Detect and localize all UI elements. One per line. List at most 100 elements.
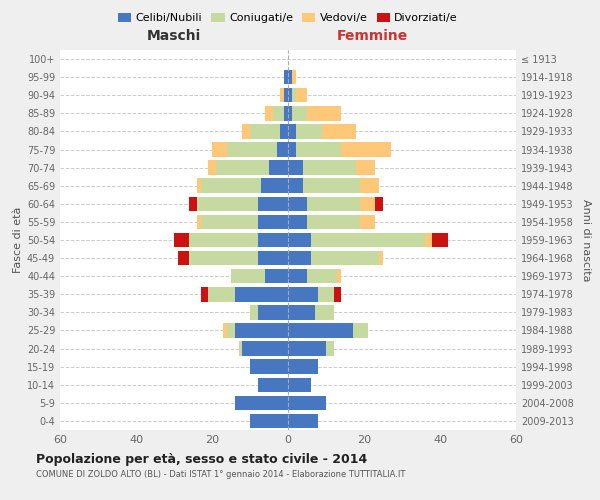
- Bar: [235, 287, 288, 302]
- Text: COMUNE DI ZOLDO ALTO (BL) - Dati ISTAT 1° gennaio 2014 - Elaborazione TUTTITALIA: COMUNE DI ZOLDO ALTO (BL) - Dati ISTAT 1…: [36, 470, 406, 479]
- Bar: [223, 323, 227, 338]
- Bar: [337, 269, 341, 283]
- Bar: [227, 323, 235, 338]
- Bar: [292, 88, 296, 102]
- Bar: [341, 142, 391, 157]
- Bar: [288, 287, 319, 302]
- Bar: [307, 214, 360, 229]
- Bar: [178, 251, 189, 266]
- Bar: [174, 233, 189, 247]
- Bar: [242, 342, 288, 356]
- Bar: [288, 160, 303, 175]
- Bar: [280, 88, 284, 102]
- Bar: [307, 106, 341, 120]
- Bar: [265, 269, 288, 283]
- Bar: [288, 88, 292, 102]
- Text: Popolazione per età, sesso e stato civile - 2014: Popolazione per età, sesso e stato civil…: [36, 452, 367, 466]
- Bar: [231, 269, 265, 283]
- Bar: [257, 233, 288, 247]
- Bar: [250, 360, 288, 374]
- Bar: [353, 323, 368, 338]
- Bar: [197, 214, 200, 229]
- Bar: [284, 106, 288, 120]
- Bar: [212, 142, 227, 157]
- Y-axis label: Anni di nascita: Anni di nascita: [581, 198, 590, 281]
- Legend: Celibi/Nubili, Coniugati/e, Vedovi/e, Divorziati/e: Celibi/Nubili, Coniugati/e, Vedovi/e, Di…: [113, 8, 463, 28]
- Text: Maschi: Maschi: [147, 28, 201, 42]
- Bar: [356, 160, 376, 175]
- Bar: [360, 214, 376, 229]
- Bar: [288, 360, 319, 374]
- Bar: [288, 305, 314, 320]
- Bar: [200, 214, 257, 229]
- Bar: [360, 196, 376, 211]
- Bar: [288, 142, 296, 157]
- Bar: [208, 287, 235, 302]
- Bar: [296, 124, 322, 138]
- Bar: [189, 233, 257, 247]
- Bar: [227, 142, 277, 157]
- Bar: [376, 196, 383, 211]
- Bar: [288, 233, 311, 247]
- Bar: [288, 342, 326, 356]
- Bar: [280, 124, 288, 138]
- Bar: [262, 178, 288, 193]
- Bar: [314, 305, 334, 320]
- Bar: [257, 214, 288, 229]
- Bar: [307, 269, 337, 283]
- Bar: [288, 378, 311, 392]
- Bar: [296, 88, 307, 102]
- Bar: [189, 196, 197, 211]
- Bar: [257, 196, 288, 211]
- Bar: [334, 287, 341, 302]
- Bar: [288, 414, 319, 428]
- Bar: [296, 142, 341, 157]
- Bar: [288, 251, 311, 266]
- Bar: [235, 323, 288, 338]
- Bar: [197, 196, 257, 211]
- Bar: [311, 251, 379, 266]
- Bar: [288, 106, 292, 120]
- Bar: [242, 124, 250, 138]
- Bar: [265, 106, 273, 120]
- Bar: [288, 323, 353, 338]
- Y-axis label: Fasce di età: Fasce di età: [13, 207, 23, 273]
- Bar: [235, 396, 288, 410]
- Bar: [250, 305, 257, 320]
- Bar: [288, 214, 307, 229]
- Bar: [208, 160, 216, 175]
- Bar: [257, 378, 288, 392]
- Bar: [326, 342, 334, 356]
- Bar: [288, 124, 296, 138]
- Bar: [250, 124, 280, 138]
- Bar: [189, 251, 257, 266]
- Bar: [284, 88, 288, 102]
- Text: Femmine: Femmine: [337, 28, 407, 42]
- Bar: [322, 124, 356, 138]
- Bar: [216, 160, 269, 175]
- Bar: [284, 70, 288, 84]
- Bar: [250, 414, 288, 428]
- Bar: [288, 178, 303, 193]
- Bar: [200, 287, 208, 302]
- Bar: [273, 106, 284, 120]
- Bar: [311, 233, 425, 247]
- Bar: [303, 178, 360, 193]
- Bar: [433, 233, 448, 247]
- Bar: [307, 196, 360, 211]
- Bar: [425, 233, 433, 247]
- Bar: [288, 396, 326, 410]
- Bar: [288, 269, 307, 283]
- Bar: [292, 106, 307, 120]
- Bar: [200, 178, 262, 193]
- Bar: [239, 342, 242, 356]
- Bar: [288, 70, 292, 84]
- Bar: [197, 178, 200, 193]
- Bar: [360, 178, 379, 193]
- Bar: [319, 287, 334, 302]
- Bar: [303, 160, 356, 175]
- Bar: [257, 305, 288, 320]
- Bar: [292, 70, 296, 84]
- Bar: [379, 251, 383, 266]
- Bar: [257, 251, 288, 266]
